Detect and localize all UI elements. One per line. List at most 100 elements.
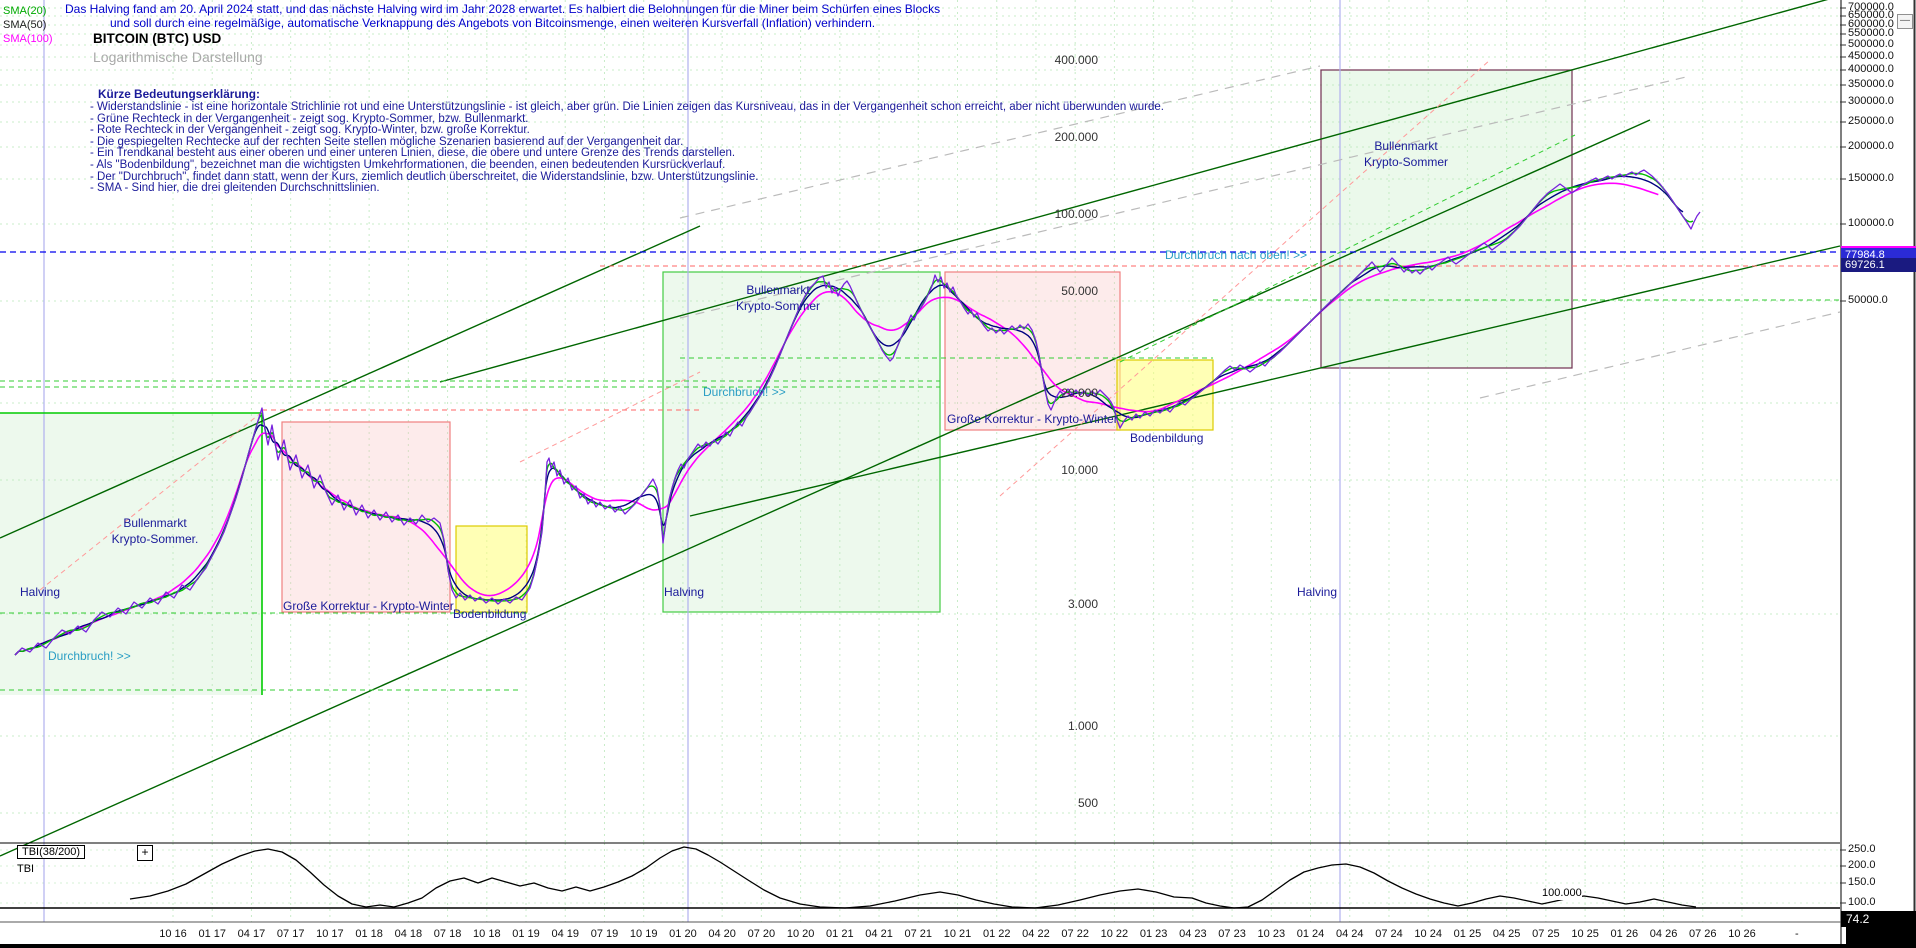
annotation-bodenbildung: Bodenbildung [453, 607, 527, 621]
x-axis-label: 10 25 [1571, 928, 1599, 940]
right-axis-label: 100000.0 [1848, 217, 1894, 229]
x-axis-label: 10 19 [629, 928, 658, 940]
explanation-line: - Als "Bodenbildung", bezeichnet man die… [90, 159, 726, 171]
x-axis-label: 04 21 [865, 928, 893, 940]
explanation-line: - Widerstandslinie - ist eine horizontal… [90, 101, 1164, 113]
x-axis-label: 07 17 [276, 928, 305, 940]
annotation-durchbruch-: Durchbruch! >> [703, 385, 786, 399]
x-axis-label: 10 23 [1257, 928, 1286, 940]
right-axis-label: 150000.0 [1848, 172, 1894, 184]
tbi-line [129, 846, 1697, 909]
right-axis-label: 600000.0 [1848, 18, 1894, 30]
bull-rect-2017 [0, 413, 262, 695]
trend-upper-right [439, 0, 1829, 383]
x-axis-label: 07 21 [904, 928, 933, 940]
price-line [14, 169, 1701, 656]
annotation-bodenbildung: Bodenbildung [1130, 431, 1204, 445]
x-axis-label: 10 18 [473, 928, 501, 940]
right-axis-label: 450000.0 [1848, 50, 1894, 62]
tbi-level-label: 100.000 [1542, 887, 1582, 900]
tbi-indicator-label[interactable]: TBI(38/200) [17, 845, 86, 859]
annotation-halving: Halving [20, 585, 61, 599]
explanation-line: - SMA - Sind hier, die drei gleitenden D… [90, 182, 380, 195]
annotation-halving: Halving [664, 585, 705, 599]
sma50-line [14, 175, 1684, 656]
x-axis-label: 10 16 [159, 928, 187, 940]
x-axis-label: 04 22 [1022, 928, 1050, 940]
tbi-axis-label: 250.0 [1848, 843, 1876, 855]
explanation-heading: Kürze Bedeutungserklärung: [98, 87, 260, 101]
gray-channel-a [679, 65, 1321, 219]
annotation-krypto-sommer: Krypto-Sommer [1363, 155, 1449, 169]
x-axis-label: 07 26 [1689, 928, 1717, 940]
right-axis-label: 300000.0 [1848, 95, 1894, 107]
gray-channel-b [679, 75, 1691, 319]
x-axis-label: 01 24 [1296, 928, 1325, 940]
x-axis-label: 01 19 [512, 928, 540, 940]
x-axis-label: 04 26 [1649, 928, 1678, 940]
x-axis-label: 04 17 [237, 928, 266, 940]
right-axis-label: 500000.0 [1848, 38, 1894, 50]
right-axis-label: 250000.0 [1848, 115, 1894, 127]
x-axis-label: 07 24 [1375, 928, 1403, 940]
tbi-axis-label: 100.0 [1848, 896, 1876, 908]
annotation-durchbruch-: Durchbruch! >> [48, 649, 131, 663]
price-marker-sma: 69726.1 [1841, 258, 1916, 272]
axis-corner-box [1846, 926, 1916, 946]
inner-axis-label: 1.000 [1067, 719, 1098, 733]
inner-axis-label: 20.000 [1061, 386, 1098, 400]
legend-sma20[interactable]: SMA(20) [3, 5, 47, 17]
annotation-gro-e-korrektur-krypto-winter: Große Korrektur - Krypto-Winter [947, 412, 1118, 426]
halving-note-line2: und soll durch eine regelmäßige, automat… [110, 16, 876, 30]
explanation-line: - Der "Durchbruch", findet dann statt, w… [90, 170, 759, 183]
inner-axis-label: 10.000 [1061, 463, 1098, 477]
inner-axis-label: 200.000 [1054, 130, 1098, 144]
inner-axis-label: 3.000 [1067, 597, 1098, 611]
x-axis-label: 07 20 [747, 928, 776, 940]
annotation-bullenmarkt: Bullenmarkt [123, 516, 187, 530]
gray-channel-c [1479, 311, 1841, 399]
trend-upper-left [0, 225, 701, 539]
right-axis-label: 550000.0 [1848, 27, 1894, 39]
x-axis-label: 04 24 [1335, 928, 1364, 940]
right-axis-label: 400000.0 [1848, 63, 1894, 75]
x-axis-label: 07 19 [590, 928, 619, 940]
halving-note-line1: Das Halving fand am 20. April 2024 statt… [65, 2, 941, 16]
diag-support-right [1119, 134, 1576, 363]
x-axis-label: 10 26 [1728, 928, 1756, 940]
bull-rect-2021 [662, 271, 941, 613]
x-axis-label: 04 19 [551, 928, 580, 940]
tbi-expand-button[interactable]: + [137, 845, 153, 861]
x-axis-label: 04 25 [1492, 928, 1521, 940]
annotation-bullenmarkt: Bullenmarkt [1374, 139, 1438, 153]
x-axis-label: 07 25 [1532, 928, 1560, 940]
x-axis-label: 01 23 [1139, 928, 1168, 940]
x-axis-label: 07 18 [433, 928, 462, 940]
diag-resist-left [39, 411, 263, 591]
annotation-krypto-sommer-: Krypto-Sommer. [111, 532, 199, 546]
diag-resist-mid [519, 371, 701, 463]
axis-extra-tick: - [1795, 928, 1799, 940]
x-axis-label: 10 22 [1100, 928, 1129, 940]
right-axis-label: 350000.0 [1848, 78, 1894, 90]
x-axis-label: 01 22 [982, 928, 1011, 940]
x-axis-label: 04 18 [394, 928, 423, 940]
x-axis-label: 10 17 [316, 928, 344, 940]
x-axis-label: 01 25 [1453, 928, 1482, 940]
tbi-axis-label: 200.0 [1848, 859, 1876, 871]
x-axis-label: 01 21 [826, 928, 854, 940]
annotation-bullenmarkt: Bullenmarkt [746, 283, 810, 297]
legend-sma50[interactable]: SMA(50) [3, 19, 47, 31]
x-axis-label: 10 21 [943, 928, 972, 940]
legend-sma100[interactable]: SMA(100) [3, 33, 53, 45]
x-axis-label: 07 23 [1218, 928, 1246, 940]
x-axis-label: 01 20 [669, 928, 697, 940]
trend-lower-long [0, 119, 1651, 857]
minimize-button[interactable]: — [1897, 14, 1913, 29]
explanation-line: - Grüne Rechteck in der Vergangenheit - … [90, 112, 529, 125]
x-axis-label: 01 26 [1610, 928, 1639, 940]
annotation-krypto-sommer: Krypto-Sommer [735, 299, 821, 313]
x-axis-label: 10 24 [1414, 928, 1442, 940]
right-axis-label: 650000.0 [1848, 9, 1894, 21]
